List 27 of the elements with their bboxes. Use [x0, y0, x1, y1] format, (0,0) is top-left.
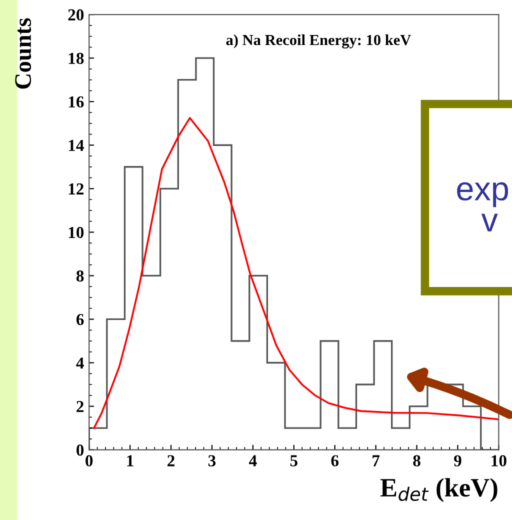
y-tick-label: 6: [76, 314, 84, 326]
x-tick-label: 10: [492, 455, 506, 466]
y-tick-label: 12: [68, 183, 84, 194]
y-tick-label: 14: [68, 140, 84, 151]
x-tick-label: 6: [331, 455, 339, 466]
annotation: exp: [457, 182, 508, 208]
x-tick-label: 4: [248, 455, 257, 466]
y-tick-label: 2: [76, 401, 84, 412]
y-tick-label: 8: [76, 270, 84, 282]
y-tick-label: 4: [76, 358, 84, 369]
y-axis-title: Counts: [15, 18, 32, 89]
x-tick-label: 1: [127, 455, 134, 466]
x-tick-label: 8: [413, 455, 420, 466]
y-tick-label: 10: [68, 226, 84, 238]
x-axis-title: E$_{det}$ (keV): [380, 478, 498, 502]
y-tick-label: 0: [76, 444, 84, 456]
x-tick-label: 7: [372, 455, 380, 466]
y-tick-label: 16: [68, 96, 84, 108]
y-tick-label: 18: [68, 52, 84, 64]
annotation: a) Na Recoil Energy: 10 keV: [226, 34, 411, 48]
y-tick-label: 20: [68, 9, 84, 21]
x-tick-label: 2: [168, 455, 174, 466]
x-tick-label: 9: [454, 455, 462, 466]
annotation: v: [481, 214, 498, 232]
x-tick-label: 5: [290, 455, 298, 466]
x-tick-label: 3: [208, 455, 216, 466]
x-tick-label: 0: [86, 455, 93, 466]
